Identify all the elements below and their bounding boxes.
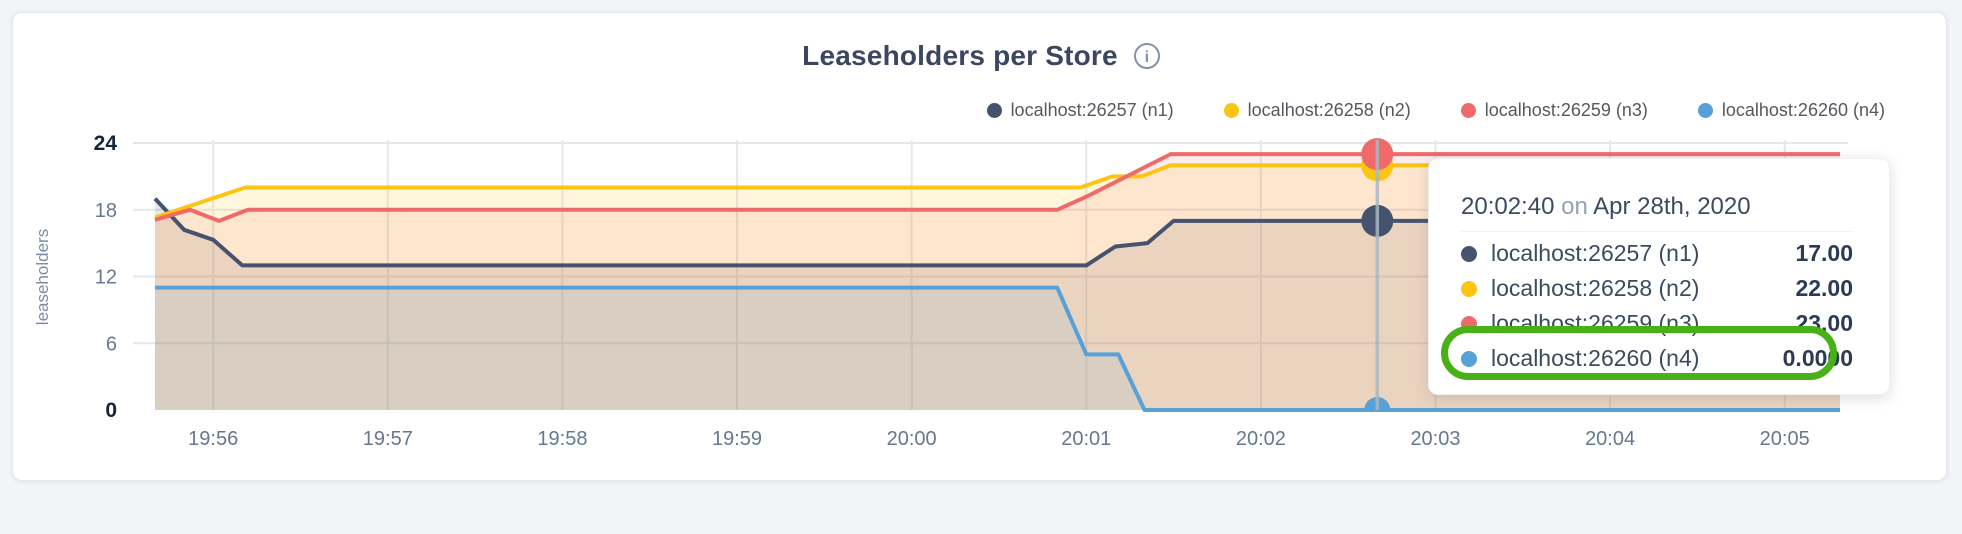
tooltip-time: 20:02:40: [1461, 193, 1555, 220]
chart-header: Leaseholders per Store i: [0, 40, 1962, 72]
tooltip-header: 20:02:40 on Apr 28th, 2020: [1461, 193, 1853, 232]
x-tick-label-19:58: 19:58: [537, 428, 587, 450]
tooltip-value-n2: 22.00: [1795, 275, 1853, 301]
legend-item-n2[interactable]: localhost:26258 (n2): [1223, 100, 1411, 121]
y-axis-title: leaseholders: [33, 229, 52, 325]
tooltip-value-n1: 17.00: [1795, 240, 1853, 266]
chart-title: Leaseholders per Store: [802, 40, 1118, 71]
legend-item-n3[interactable]: localhost:26259 (n3): [1460, 100, 1648, 121]
x-tick-label-20:04: 20:04: [1585, 428, 1635, 450]
series-line-3: [154, 152, 1840, 223]
legend-dot-n2: [1223, 103, 1239, 118]
legend-label-n2: localhost:26258 (n2): [1247, 100, 1411, 120]
x-tick-label-20:02: 20:02: [1236, 428, 1286, 450]
hover-tooltip: 20:02:40 on Apr 28th, 2020 localhost:262…: [1428, 158, 1890, 395]
tooltip-conjunction: on: [1561, 193, 1588, 220]
tooltip-dot-n3: [1461, 315, 1477, 332]
legend-label-n3: localhost:26259 (n3): [1484, 100, 1648, 120]
tooltip-date: Apr 28th, 2020: [1593, 193, 1751, 220]
y-tick-label-18: 18: [95, 200, 117, 222]
legend-dot-n1: [986, 103, 1002, 118]
tooltip-label-n1: localhost:26257 (n1): [1491, 240, 1700, 266]
tooltip-row-n2: localhost:26258 (n2) 22.00: [1461, 271, 1853, 306]
series-line-2: [154, 163, 1840, 220]
tooltip-row-n4: localhost:26260 (n4) 0.0000: [1461, 341, 1853, 376]
tooltip-row-n3: localhost:26259 (n3) 23.00: [1461, 306, 1853, 341]
x-tick-label-19:59: 19:59: [712, 428, 762, 450]
x-tick-label-20:01: 20:01: [1061, 428, 1111, 450]
legend-dot-n4: [1697, 103, 1713, 118]
info-icon[interactable]: i: [1133, 43, 1160, 69]
series-area-3: [155, 154, 1840, 410]
y-tick-label-0: 0: [105, 399, 117, 422]
tooltip-value-n4: 0.0000: [1782, 345, 1853, 371]
x-tick-label-20:05: 20:05: [1760, 428, 1810, 450]
tooltip-dot-n1: [1461, 245, 1477, 262]
series-area-4: [155, 287, 1840, 410]
y-tick-label-6: 6: [106, 333, 117, 355]
x-tick-label-19:57: 19:57: [363, 428, 413, 450]
x-tick-label-19:56: 19:56: [188, 428, 238, 450]
tooltip-rows: localhost:26257 (n1) 17.00 localhost:262…: [1461, 232, 1853, 376]
tooltip-dot-n4: [1461, 350, 1477, 367]
y-tick-label-12: 12: [95, 267, 117, 289]
legend-label-n1: localhost:26257 (n1): [1010, 100, 1174, 120]
tooltip-label-n3: localhost:26259 (n3): [1491, 310, 1700, 336]
legend: localhost:26257 (n1) localhost:26258 (n2…: [986, 100, 1885, 121]
y-tick-label-24: 24: [94, 132, 118, 155]
tooltip-dot-n2: [1461, 280, 1477, 297]
tooltip-label-n2: localhost:26258 (n2): [1491, 275, 1700, 301]
legend-label-n4: localhost:26260 (n4): [1721, 100, 1885, 120]
tooltip-label-n4: localhost:26260 (n4): [1491, 345, 1700, 371]
series-area-1: [155, 198, 1840, 410]
x-tick-label-20:00: 20:00: [887, 428, 937, 450]
legend-item-n1[interactable]: localhost:26257 (n1): [986, 100, 1174, 121]
series-line-4: [155, 285, 1840, 412]
legend-item-n4[interactable]: localhost:26260 (n4): [1697, 100, 1885, 121]
x-tick-label-20:03: 20:03: [1410, 428, 1460, 450]
tooltip-value-n3: 23.00: [1795, 310, 1853, 336]
series-line-1: [153, 197, 1840, 268]
legend-dot-n3: [1460, 103, 1476, 118]
tooltip-row-n1: localhost:26257 (n1) 17.00: [1461, 236, 1853, 271]
